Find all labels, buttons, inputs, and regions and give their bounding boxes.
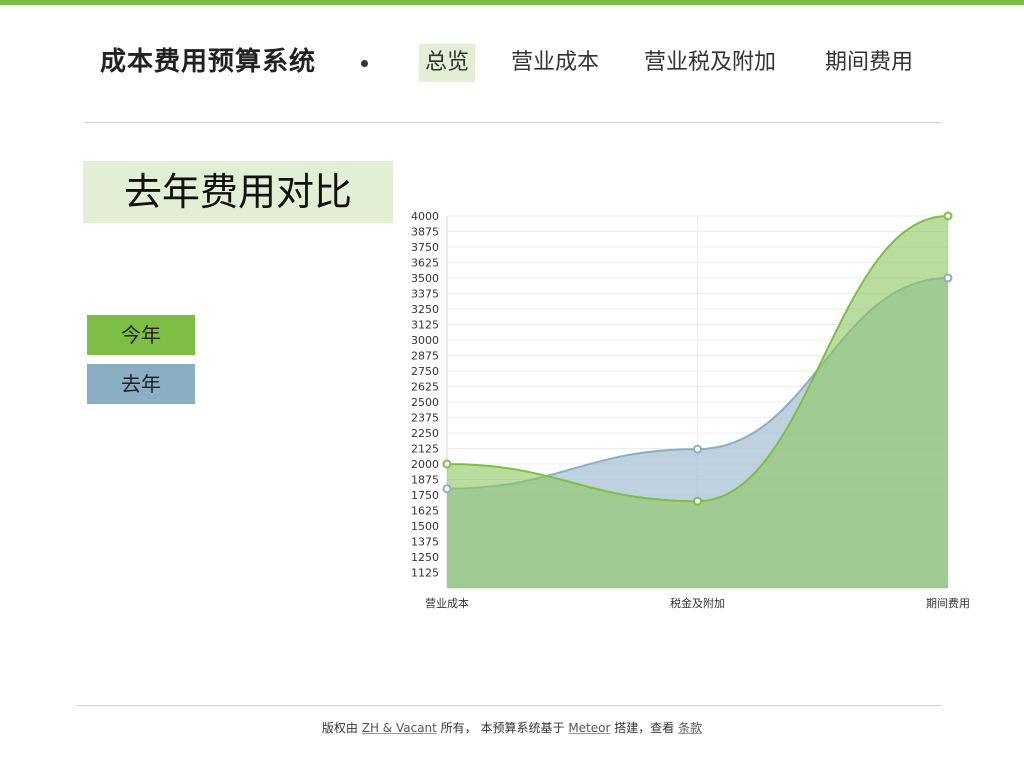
footer: 版权由 ZH & Vacant 所有， 本预算系统基于 Meteor 搭建，查看… — [0, 719, 1024, 737]
y-tick-label: 3750 — [411, 241, 439, 254]
data-point-last-year[interactable] — [943, 273, 953, 283]
y-tick-label: 1875 — [411, 474, 439, 487]
y-tick-label: 3500 — [411, 272, 439, 285]
y-tick-label: 1500 — [411, 520, 439, 533]
y-tick-label: 1250 — [411, 551, 439, 564]
brand-dot-icon — [361, 60, 368, 67]
legend-item-last-year[interactable]: 去年 — [87, 364, 195, 404]
y-tick-label: 1625 — [411, 505, 439, 518]
y-tick-label: 2250 — [411, 427, 439, 440]
legend-item-this-year[interactable]: 今年 — [87, 315, 195, 355]
header: 成本费用预算系统 总览 营业成本 营业税及附加 期间费用 — [0, 0, 1024, 124]
nav-item-period-expenses[interactable]: 期间费用 — [825, 50, 914, 75]
footer-link-authors[interactable]: ZH & Vacant — [361, 721, 437, 735]
footer-text-view: 搭建，查看 — [610, 721, 679, 735]
y-tick-label: 3875 — [411, 226, 439, 239]
footer-link-terms[interactable]: 条款 — [678, 721, 703, 735]
nav-item-business-tax[interactable]: 营业税及附加 — [644, 50, 777, 75]
footer-divider — [76, 705, 941, 706]
y-tick-label: 2375 — [411, 412, 439, 425]
top-accent-bar — [0, 0, 1024, 5]
brand-title[interactable]: 成本费用预算系统 — [100, 47, 317, 77]
data-point-last-year[interactable] — [693, 444, 702, 454]
y-tick-label: 2750 — [411, 365, 439, 378]
x-tick-label: 税金及附加 — [670, 596, 725, 610]
data-point-this-year[interactable] — [693, 496, 702, 506]
y-tick-label: 2625 — [411, 381, 439, 394]
expense-comparison-chart: 4000 3875 3750 3625 3500 3375 3250 3125 3000 2875… — [411, 210, 970, 610]
data-point-last-year[interactable] — [442, 484, 452, 494]
y-tick-label: 2875 — [411, 350, 439, 363]
y-tick-label: 3000 — [411, 334, 439, 347]
series-line-this-year — [446, 215, 949, 503]
footer-link-meteor[interactable]: Meteor — [568, 721, 611, 735]
nav-item-operating-cost[interactable]: 营业成本 — [511, 50, 600, 75]
y-tick-label: 1125 — [411, 567, 439, 580]
series-area-this-year — [447, 216, 948, 588]
y-tick-label: 1375 — [411, 536, 439, 549]
y-tick-label: 3625 — [411, 257, 439, 270]
section-title: 去年费用对比 — [83, 161, 393, 223]
y-tick-label: 3375 — [411, 288, 439, 301]
data-point-this-year[interactable] — [943, 211, 953, 221]
footer-text-based-on: 所有， 本预算系统基于 — [436, 721, 569, 735]
x-tick-label: 营业成本 — [425, 596, 469, 610]
x-tick-label: 期间费用 — [926, 597, 970, 610]
y-tick-label: 4000 — [411, 210, 439, 223]
data-point-this-year[interactable] — [442, 459, 452, 469]
nav-item-overview[interactable]: 总览 — [419, 44, 476, 82]
footer-text-copyright: 版权由 — [321, 721, 362, 735]
y-tick-label: 1750 — [411, 489, 439, 502]
y-tick-label: 3125 — [411, 319, 439, 332]
y-tick-label: 2000 — [411, 458, 439, 471]
y-tick-label: 2125 — [411, 443, 439, 456]
header-divider — [84, 122, 941, 123]
y-tick-label: 3250 — [411, 303, 439, 316]
y-tick-label: 2500 — [411, 396, 439, 409]
